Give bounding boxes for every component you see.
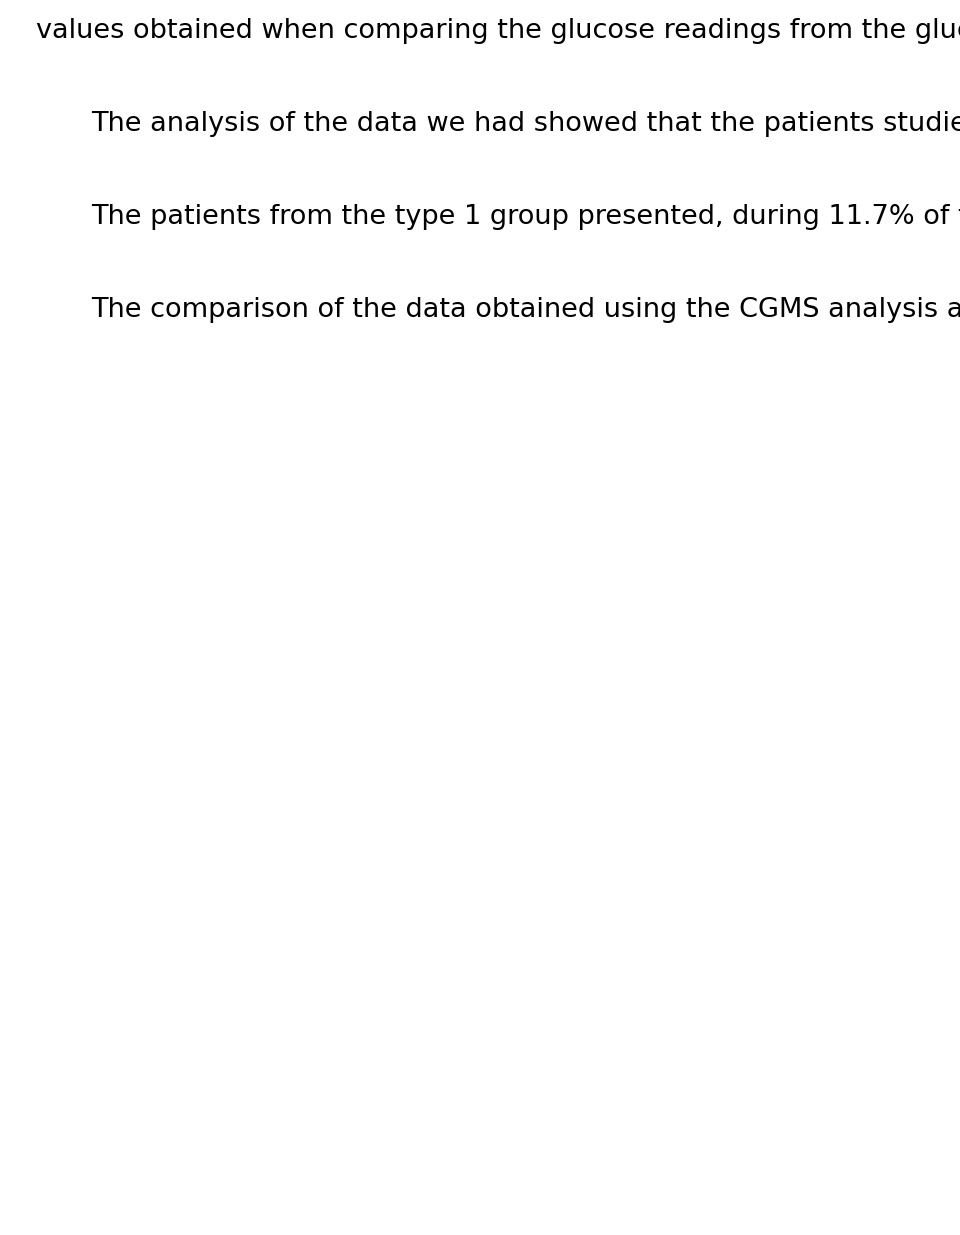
Text: The analysis of the data we had showed that the patients studied were, on averag: The analysis of the data we had showed t… (91, 111, 960, 137)
Text: values obtained when comparing the glucose readings from the glucose meter and t: values obtained when comparing the gluco… (36, 19, 960, 44)
Text: The comparison of the data obtained using the CGMS analysis and the traditional : The comparison of the data obtained usin… (91, 296, 960, 324)
Text: The patients from the type 1 group presented, during 11.7% of the time, glucose : The patients from the type 1 group prese… (91, 204, 960, 230)
